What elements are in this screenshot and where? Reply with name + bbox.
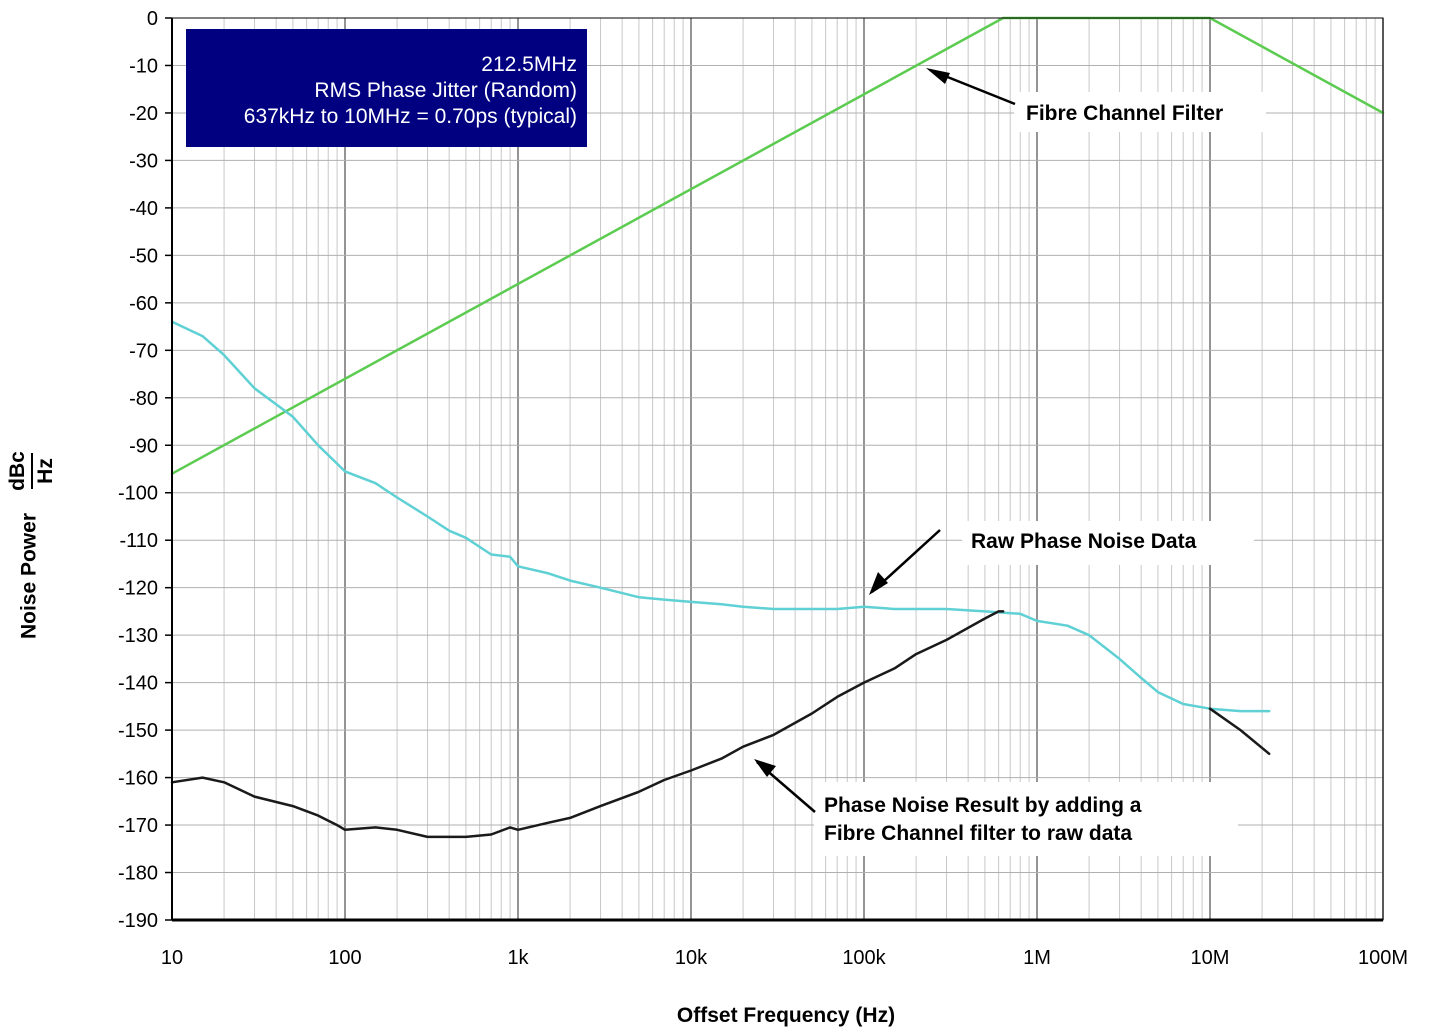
x-tick-label: 10M [1191, 947, 1230, 969]
jitter-info-box: 212.5MHz RMS Phase Jitter (Random) 637kH… [186, 29, 587, 147]
y-tick-label: -10 [129, 55, 158, 77]
y-tick-label: -50 [129, 245, 158, 267]
y-tick-label: -190 [118, 910, 158, 932]
y-tick-label: -60 [129, 293, 158, 315]
annotation-fibre-channel-filter-label: Fibre Channel Filter [1026, 102, 1223, 125]
y-tick-label: -180 [118, 863, 158, 885]
y-axis-title-prefix: Noise Power [18, 513, 41, 639]
y-axis-unit-numerator: dBc [6, 451, 29, 491]
y-tick-label: -170 [118, 815, 158, 837]
jitter-info-background [186, 29, 587, 147]
annotation-raw-phase-noise-label: Raw Phase Noise Data [971, 530, 1197, 553]
y-tick-label: -100 [118, 483, 158, 505]
annotation-phase-noise-result-line-1: Phase Noise Result by adding a [824, 794, 1142, 817]
x-tick-label: 100M [1358, 947, 1408, 969]
y-tick-label: -40 [129, 198, 158, 220]
annotation-raw-phase-noise: Raw Phase Noise Data [869, 521, 1254, 595]
y-tick-label: 0 [147, 8, 158, 30]
annotation-background [814, 782, 1238, 856]
x-tick-labels: 10 100 1k 10k 100k 1M 10M 100M [161, 947, 1408, 969]
axes [165, 17, 1383, 922]
annotation-background [1014, 92, 1266, 132]
arrowhead-icon [926, 68, 950, 84]
y-tick-labels: 0 -10 -20 -30 -40 -50 -60 -70 -80 -90 -100 -110 -120… [118, 8, 158, 932]
y-axis-unit-denominator: Hz [34, 458, 57, 484]
x-tick-label: 10 [161, 947, 183, 969]
y-tick-label: -150 [118, 720, 158, 742]
x-tick-label: 10k [675, 947, 708, 969]
x-tick-label: 1M [1023, 947, 1051, 969]
jitter-info-value: 637kHz to 10MHz = 0.70ps (typical) [244, 105, 577, 128]
y-tick-label: -130 [118, 625, 158, 647]
annotation-background [962, 521, 1254, 565]
jitter-info-frequency: 212.5MHz [481, 53, 577, 76]
series-line-result_tail [1208, 707, 1271, 756]
x-tick-label: 100 [328, 947, 361, 969]
y-tick-label: -160 [118, 768, 158, 790]
jitter-info-title: RMS Phase Jitter (Random) [314, 79, 577, 102]
x-tick-label: 100k [842, 947, 886, 969]
y-tick-label: -90 [129, 435, 158, 457]
annotation-phase-noise-result: Phase Noise Result by adding a Fibre Cha… [754, 759, 1238, 856]
series-line-raw [170, 320, 1271, 713]
y-tick-label: -20 [129, 103, 158, 125]
arrowhead-icon [754, 759, 776, 777]
annotation-phase-noise-result-line-2: Fibre Channel filter to raw data [824, 822, 1132, 845]
series-line-result [170, 610, 1005, 839]
annotations: Fibre Channel Filter Raw Phase Noise Dat… [754, 68, 1266, 856]
y-tick-label: -140 [118, 673, 158, 695]
y-tick-label: -110 [119, 530, 158, 552]
x-tick-label: 1k [507, 947, 529, 969]
y-tick-label: -120 [118, 578, 158, 600]
y-tick-label: -70 [129, 340, 158, 362]
y-tick-label: -80 [129, 388, 158, 410]
y-axis-title: Noise Power dBc Hz [6, 451, 57, 639]
x-axis-title: Offset Frequency (Hz) [677, 1004, 895, 1027]
y-tick-label: -30 [129, 150, 158, 172]
arrowhead-icon [869, 572, 888, 595]
annotation-fibre-channel-filter: Fibre Channel Filter [926, 68, 1266, 132]
